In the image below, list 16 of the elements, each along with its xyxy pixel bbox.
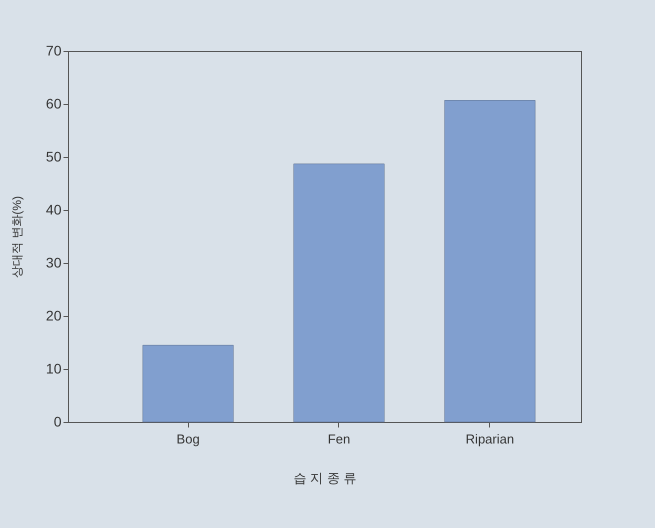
y-tick-label: 10 — [46, 360, 62, 376]
bar — [444, 100, 536, 422]
y-axis-title: 상대적 변화(%) — [10, 196, 24, 278]
x-axis-title: 습 지 종 류 — [294, 470, 356, 486]
y-tick-label: 30 — [46, 254, 62, 270]
x-tick-label: Bog — [176, 432, 200, 446]
y-tick-label: 60 — [46, 96, 62, 112]
bar — [142, 344, 234, 422]
y-tick-label: 70 — [46, 42, 62, 58]
bar — [293, 164, 384, 422]
x-tick-label: Fen — [328, 432, 350, 446]
y-tick-label: 40 — [46, 202, 62, 218]
y-tick-label: 0 — [54, 414, 62, 430]
y-tick-label: 20 — [46, 308, 62, 324]
y-tick-label: 50 — [46, 148, 62, 164]
x-tick-label: Riparian — [466, 432, 514, 446]
